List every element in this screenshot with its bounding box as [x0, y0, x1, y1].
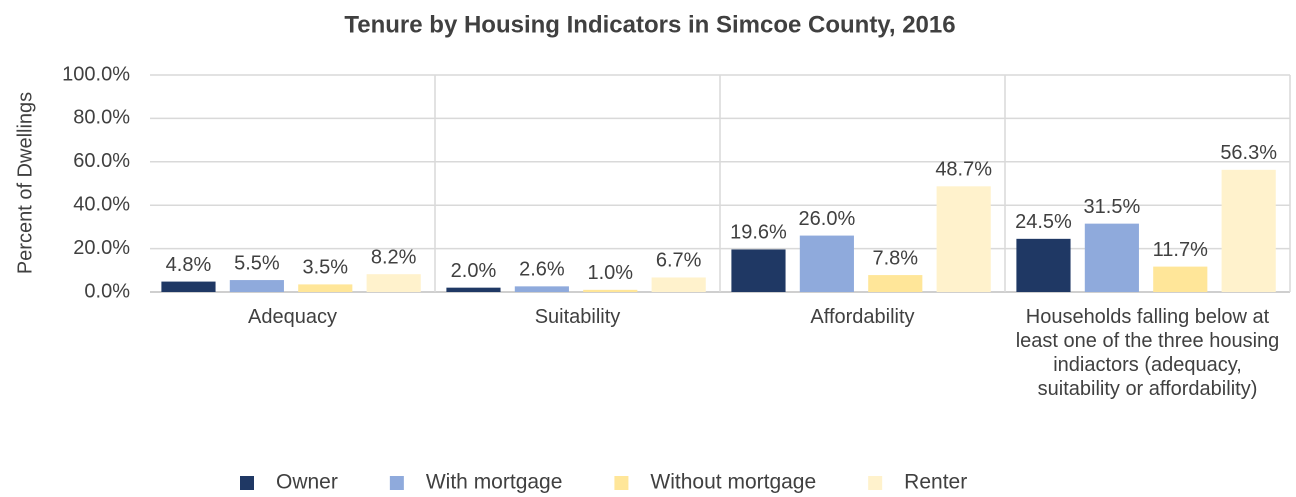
legend-label: With mortgage — [426, 471, 563, 494]
bar — [446, 287, 501, 292]
x-tick-label-box: Adequacy — [248, 306, 337, 328]
x-tick-label: Suitability — [534, 306, 621, 328]
x-tick-label: Adequacy — [248, 306, 337, 328]
value-label: 2.6% — [519, 259, 565, 281]
legend-swatch — [868, 476, 883, 490]
value-label: 5.5% — [234, 252, 280, 274]
bar — [799, 235, 854, 292]
y-tick-label: 80.0% — [73, 107, 130, 129]
bar — [1153, 266, 1208, 292]
bar — [936, 186, 991, 292]
value-label: 1.0% — [587, 262, 633, 284]
legend-label: Without mortgage — [650, 471, 816, 494]
value-label: 48.7% — [935, 159, 992, 181]
y-tick-label: 100.0% — [62, 63, 130, 85]
bar — [298, 284, 353, 292]
y-axis-label: Percent of Dwellings — [14, 92, 36, 274]
x-tick-label-box: Households falling below at least one of… — [1015, 306, 1280, 400]
x-tick-label: Households falling below at least one of… — [1015, 306, 1280, 400]
legend-swatch — [614, 476, 629, 490]
y-tick-label: 60.0% — [73, 150, 130, 172]
bar — [161, 281, 216, 292]
value-label: 3.5% — [302, 257, 348, 279]
bar — [229, 280, 284, 292]
bar — [1016, 238, 1071, 292]
chart-title: Tenure by Housing Indicators in Simcoe C… — [344, 11, 955, 38]
value-label: 26.0% — [799, 208, 856, 230]
value-label: 6.7% — [656, 250, 702, 272]
y-tick-label: 40.0% — [73, 193, 130, 215]
legend-label: Owner — [276, 471, 338, 494]
x-tick-label-box: Affordability — [810, 306, 915, 328]
value-label: 31.5% — [1084, 196, 1141, 218]
value-label: 24.5% — [1015, 211, 1072, 233]
bar — [1221, 169, 1276, 292]
x-tick-label-box: Suitability — [534, 306, 621, 328]
bar — [366, 274, 421, 292]
y-tick-label: 20.0% — [73, 237, 130, 259]
value-label: 11.7% — [1153, 239, 1208, 261]
value-label: 2.0% — [451, 260, 497, 282]
y-tick-label: 0.0% — [84, 280, 130, 302]
value-label: 8.2% — [371, 246, 417, 268]
value-label: 4.8% — [166, 254, 212, 276]
bar — [731, 249, 786, 292]
bar — [651, 277, 706, 292]
bar — [583, 289, 638, 292]
x-tick-label: Affordability — [810, 306, 915, 328]
value-label: 19.6% — [730, 222, 787, 244]
bar — [1084, 223, 1139, 292]
value-label: 56.3% — [1220, 142, 1277, 164]
legend-swatch — [240, 476, 254, 490]
legend-swatch — [389, 476, 404, 490]
bar — [514, 286, 569, 292]
value-label: 7.8% — [872, 247, 918, 269]
legend-label: Renter — [904, 471, 967, 494]
bar — [868, 275, 923, 292]
